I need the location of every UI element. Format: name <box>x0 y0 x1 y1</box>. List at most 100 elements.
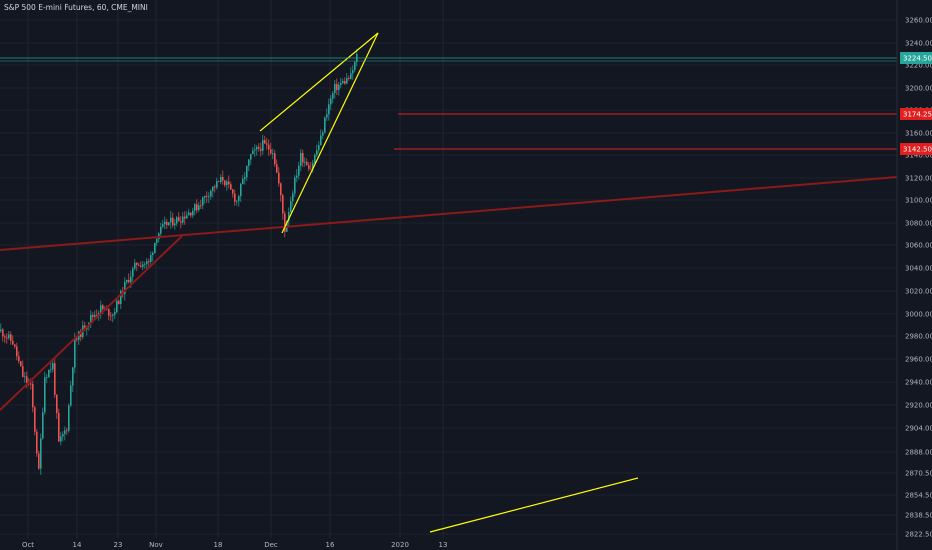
candle-body <box>128 279 130 283</box>
candle-body <box>92 315 94 317</box>
candle-body <box>108 308 110 316</box>
x-tick-label: Oct <box>22 541 34 549</box>
candle-body <box>316 150 318 155</box>
candle-body <box>206 195 208 197</box>
candle-body <box>294 177 296 194</box>
candle-body <box>298 165 300 176</box>
y-tick-label: 2854.50 <box>905 492 932 500</box>
candle-body <box>112 314 114 316</box>
candle-body <box>116 300 118 313</box>
candle-body <box>244 177 246 180</box>
candle-body <box>98 313 100 316</box>
candle-body <box>134 262 136 269</box>
candle-body <box>100 305 102 314</box>
candle-body <box>320 135 322 146</box>
horizontal-grid <box>0 19 897 535</box>
candle-body <box>310 168 312 170</box>
candle-body <box>260 148 262 151</box>
wedge-upper-line <box>259 32 379 132</box>
y-tick-label: 3260.00 <box>905 17 932 25</box>
x-tick-label: 16 <box>326 541 335 549</box>
candle-body <box>10 334 12 341</box>
wedge-lower-line <box>281 32 379 234</box>
candle-body <box>154 242 156 253</box>
candle-body <box>148 261 150 262</box>
candle-body <box>278 172 280 184</box>
candle-body <box>62 434 64 437</box>
price-tag <box>900 52 932 64</box>
y-tick-label: 2960.00 <box>905 356 932 364</box>
candle-body <box>94 315 96 317</box>
candle-body <box>216 181 218 188</box>
y-tick-label: 3060.00 <box>905 242 932 250</box>
candle-body <box>228 181 230 185</box>
candle-body <box>270 149 272 154</box>
candle-body <box>330 98 332 105</box>
candle-body <box>262 140 264 151</box>
candle-body <box>344 80 346 84</box>
candle-body <box>160 226 162 234</box>
candle-body <box>120 290 122 305</box>
candle-body <box>60 436 62 442</box>
candle-body <box>192 210 194 216</box>
candle-body <box>84 325 86 330</box>
candle-body <box>350 73 352 80</box>
candle-body <box>110 315 112 317</box>
candle-body <box>26 376 28 383</box>
candle-body <box>96 315 98 316</box>
candle-body <box>256 147 258 150</box>
candle-body <box>30 383 32 385</box>
candle-body <box>114 312 116 315</box>
candle-body <box>136 262 138 265</box>
candle-body <box>20 361 22 367</box>
candle-body <box>314 154 316 163</box>
candle-body <box>198 205 200 211</box>
candle-body <box>188 212 190 216</box>
y-tick-label: 3120.00 <box>905 175 932 183</box>
x-tick-label: 2020 <box>391 541 409 549</box>
vertical-grid <box>27 0 444 538</box>
x-tick-label: 23 <box>114 541 123 549</box>
candle-body <box>34 407 36 432</box>
candle-body <box>280 183 282 196</box>
candle-body <box>150 255 152 262</box>
candle-body <box>304 161 306 163</box>
candle-body <box>202 197 204 206</box>
candle-body <box>48 369 50 378</box>
candle-body <box>232 189 234 194</box>
candle-body <box>4 336 6 338</box>
candle-body <box>0 329 2 331</box>
drawings-layer <box>0 32 898 533</box>
candle-body <box>276 164 278 173</box>
y-tick-label: 2940.00 <box>905 379 932 387</box>
candle-body <box>342 80 344 84</box>
price-tags: 3224.50 3174.25 3142.50 <box>900 52 932 155</box>
price-axis[interactable]: 3260.003240.003220.003200.003180.003160.… <box>905 17 932 539</box>
candle-body <box>218 181 220 182</box>
candle-body <box>72 367 74 386</box>
candle-body <box>302 152 304 163</box>
candle-body <box>130 276 132 283</box>
candle-body <box>208 196 210 198</box>
candle-body <box>312 162 314 169</box>
candle-body <box>282 195 284 214</box>
time-axis[interactable]: Oct 14 23 Nov 18 Dec 16 2020 13 <box>22 541 448 549</box>
candle-body <box>76 338 78 340</box>
candle-body <box>246 165 248 178</box>
candle-body <box>164 221 166 225</box>
candle-body <box>242 179 244 185</box>
candle-body <box>52 363 54 370</box>
candle-body <box>190 212 192 216</box>
projection-line <box>429 477 639 533</box>
candle-body <box>132 268 134 277</box>
candle-body <box>36 431 38 454</box>
candle-body <box>240 184 242 197</box>
candle-body <box>220 177 222 182</box>
candle-body <box>210 190 212 197</box>
y-tick-label: 3160.00 <box>905 130 932 138</box>
candle-body <box>42 412 44 439</box>
candle-body <box>248 159 250 166</box>
candle-body <box>326 114 328 118</box>
candlestick-series <box>0 49 358 475</box>
